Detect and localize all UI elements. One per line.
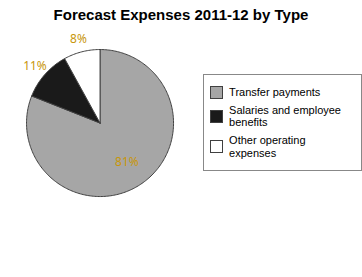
html-text:Forecast Expenses 2011-12 by T: Forecast Expenses 2011-12 by Type — [53, 6, 309, 23]
html-text:Other operating expenses: Other operating expenses — [229, 134, 306, 159]
html-text:Transfer payments: Transfer payments — [229, 85, 321, 98]
svg-text:11%: 11% — [23, 56, 47, 72]
html-text:Salaries and employee benefits: Salaries and employee benefits — [229, 103, 341, 129]
svg-text:81%: 81% — [115, 153, 139, 169]
svg-text:8%: 8% — [70, 30, 87, 46]
